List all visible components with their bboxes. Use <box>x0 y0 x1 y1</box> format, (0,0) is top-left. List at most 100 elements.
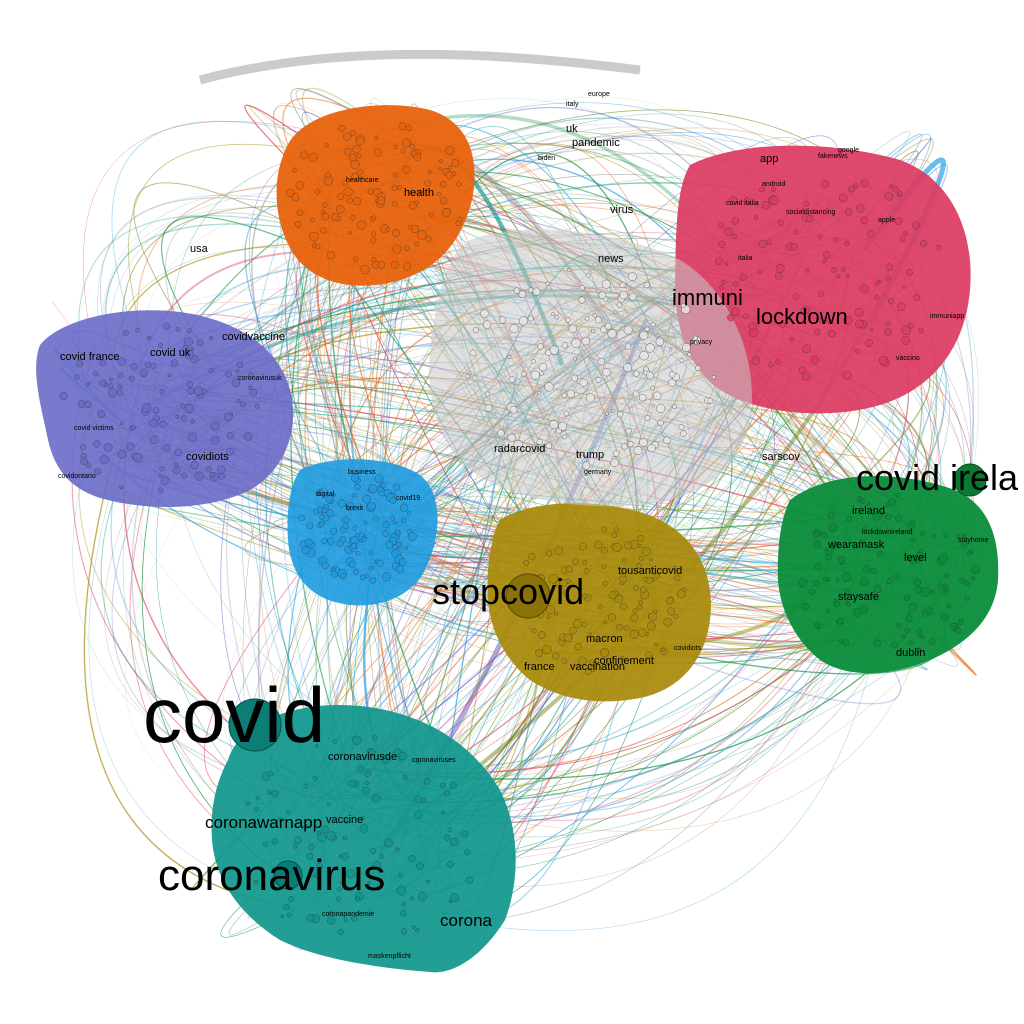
node-teal[interactable] <box>338 854 343 858</box>
node-crimson[interactable] <box>841 267 846 272</box>
node-indigo[interactable] <box>158 473 162 478</box>
node-grey[interactable] <box>663 436 671 444</box>
node-olive[interactable] <box>641 547 651 556</box>
node-green[interactable] <box>893 574 900 581</box>
node-orange[interactable] <box>356 153 362 159</box>
node-orange[interactable] <box>392 244 402 254</box>
node-teal[interactable] <box>335 896 341 902</box>
node-grey[interactable] <box>551 312 555 316</box>
node-green[interactable] <box>872 511 882 521</box>
node-teal[interactable] <box>396 886 407 896</box>
node-indigo[interactable] <box>193 386 203 396</box>
node-crimson[interactable] <box>731 233 738 240</box>
node-crimson[interactable] <box>728 196 738 206</box>
node-green[interactable] <box>876 550 884 558</box>
node-teal[interactable] <box>306 914 315 922</box>
node-crimson[interactable] <box>878 280 882 284</box>
node-crimson[interactable] <box>817 234 823 240</box>
node-crimson[interactable] <box>802 344 811 354</box>
node-green[interactable] <box>858 539 865 546</box>
node-green[interactable] <box>955 623 960 628</box>
node-sky[interactable] <box>342 522 349 529</box>
node-orange[interactable] <box>392 172 398 178</box>
node-teal[interactable] <box>332 738 338 744</box>
node-teal[interactable] <box>448 899 452 904</box>
node-grey[interactable] <box>687 352 692 357</box>
node-green[interactable] <box>798 578 807 588</box>
node-indigo[interactable] <box>141 403 151 413</box>
node-sky[interactable] <box>342 516 350 524</box>
node-grey[interactable] <box>681 303 686 308</box>
node-sky[interactable] <box>364 573 369 579</box>
node-orange[interactable] <box>448 165 452 170</box>
node-teal[interactable] <box>304 824 309 829</box>
node-teal[interactable] <box>365 781 370 785</box>
node-sky[interactable] <box>407 532 417 541</box>
node-sky[interactable] <box>329 499 334 504</box>
node-grey[interactable] <box>653 391 662 400</box>
node-indigo[interactable] <box>184 349 194 360</box>
node-grey[interactable] <box>483 320 492 329</box>
node-indigo[interactable] <box>149 418 158 428</box>
node-covid-ireland[interactable] <box>953 463 987 497</box>
node-grey[interactable] <box>480 309 489 318</box>
node-indigo[interactable] <box>236 361 244 369</box>
node-olive[interactable] <box>582 593 588 599</box>
node-olive[interactable] <box>649 557 654 562</box>
node-olive[interactable] <box>608 591 617 600</box>
node-green[interactable] <box>931 534 936 539</box>
node-teal[interactable] <box>326 802 331 807</box>
node-indigo[interactable] <box>159 420 167 428</box>
node-sky[interactable] <box>298 514 305 522</box>
node-green[interactable] <box>940 613 949 621</box>
node-indigo[interactable] <box>209 472 215 478</box>
node-indigo[interactable] <box>139 368 148 377</box>
node-indigo[interactable] <box>255 404 260 409</box>
node-olive[interactable] <box>632 608 638 614</box>
node-orange[interactable] <box>414 200 419 206</box>
node-green[interactable] <box>921 587 931 597</box>
node-green[interactable] <box>928 637 936 645</box>
node-grey[interactable] <box>679 357 685 363</box>
node-orange[interactable] <box>343 132 352 141</box>
node-grey[interactable] <box>509 405 518 414</box>
node-teal[interactable] <box>371 794 381 804</box>
node-crimson[interactable] <box>855 348 860 354</box>
node-orange[interactable] <box>392 200 398 207</box>
node-olive[interactable] <box>548 574 559 584</box>
node-green[interactable] <box>842 572 852 582</box>
node-grey[interactable] <box>625 428 632 435</box>
node-crimson[interactable] <box>833 237 838 242</box>
node-grey[interactable] <box>647 443 656 453</box>
node-indigo[interactable] <box>80 457 88 466</box>
node-indigo[interactable] <box>195 471 205 481</box>
node-grey[interactable] <box>521 371 527 377</box>
node-orange[interactable] <box>351 172 360 181</box>
node-teal[interactable] <box>337 887 342 892</box>
node-grey[interactable] <box>671 404 677 410</box>
node-crimson[interactable] <box>903 231 908 236</box>
node-indigo[interactable] <box>187 328 193 334</box>
node-teal[interactable] <box>372 735 378 741</box>
node-sky[interactable] <box>350 536 359 545</box>
node-green[interactable] <box>891 641 899 649</box>
node-crimson[interactable] <box>775 272 783 280</box>
node-grey[interactable] <box>485 391 491 397</box>
node-orange[interactable] <box>343 187 353 197</box>
node-orange[interactable] <box>371 215 377 221</box>
node-crimson[interactable] <box>860 179 869 188</box>
node-teal[interactable] <box>328 910 333 916</box>
node-indigo[interactable] <box>123 330 129 336</box>
node-olive[interactable] <box>602 580 609 587</box>
node-orange[interactable] <box>327 251 336 260</box>
node-olive[interactable] <box>554 546 563 555</box>
node-olive[interactable] <box>621 572 626 578</box>
node-teal[interactable] <box>401 901 407 907</box>
node-orange[interactable] <box>391 260 400 269</box>
node-orange[interactable] <box>427 170 432 174</box>
node-crimson[interactable] <box>721 280 726 285</box>
node-indigo[interactable] <box>190 419 195 424</box>
node-orange[interactable] <box>300 151 309 160</box>
node-olive[interactable] <box>542 644 552 655</box>
node-orange[interactable] <box>377 261 386 269</box>
